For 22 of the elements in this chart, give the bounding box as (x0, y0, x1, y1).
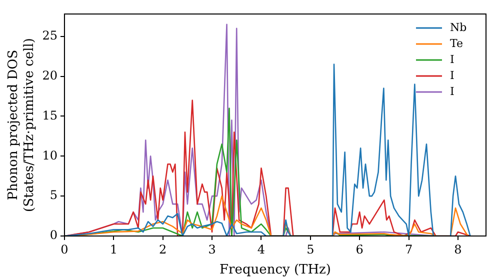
x-tick-label: 6 (356, 242, 364, 256)
legend-label: I (450, 68, 454, 82)
y-tick-label: 5 (50, 188, 58, 202)
legend-label: I (450, 52, 454, 66)
x-tick-label: 7 (404, 242, 413, 256)
y-tick-label: 25 (42, 28, 58, 42)
x-tick-label: 2 (159, 242, 167, 256)
y-tick-label: 20 (42, 68, 58, 82)
y-axis-title: Phonon projected DOS (States/THz·primitive cell) (6, 38, 37, 212)
x-tick-label: 0 (60, 242, 68, 256)
y-tick-label: 0 (50, 228, 58, 242)
legend-label: Nb (450, 20, 467, 34)
y-tick-label: 10 (42, 148, 58, 162)
legend-label: I (450, 84, 454, 98)
legend-label: Te (450, 36, 463, 50)
y-tick-label: 15 (42, 108, 58, 122)
x-tick-label: 8 (454, 242, 462, 256)
x-tick-label: 5 (306, 242, 314, 256)
x-axis-title: Frequency (THz) (220, 262, 331, 278)
x-tick-label: 3 (208, 242, 216, 256)
x-tick-label: 4 (257, 242, 266, 256)
x-tick-label: 1 (110, 242, 118, 256)
